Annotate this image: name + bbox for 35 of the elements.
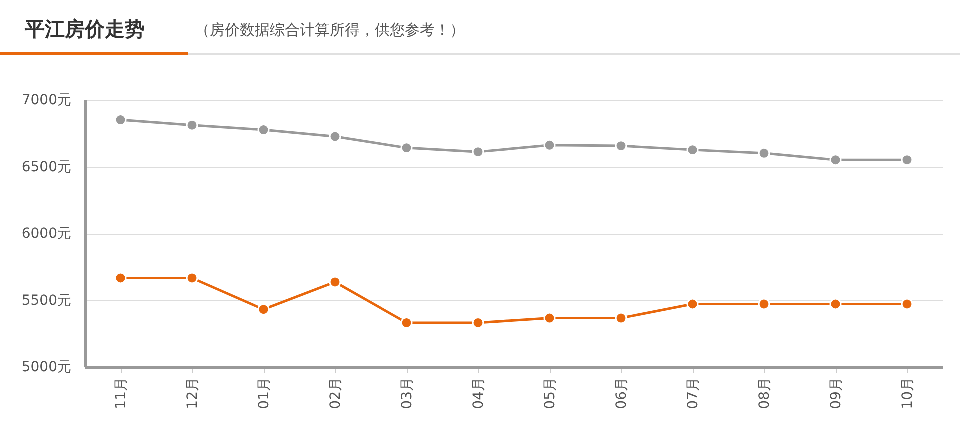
point: [186, 272, 198, 284]
point: [901, 154, 914, 166]
y-tick-label: 5000元: [22, 360, 72, 376]
point: [544, 312, 556, 324]
chart-subtitle: （房价数据综合计算所得，供您参考！）: [195, 21, 465, 39]
x-tick-label: 06月: [614, 378, 630, 410]
point: [114, 272, 127, 284]
point: [258, 304, 270, 316]
point: [830, 298, 842, 310]
point: [329, 276, 342, 288]
x-tick-label: 01月: [256, 378, 272, 410]
x-tick-label: 11月: [113, 378, 130, 410]
x-tick-label: 05月: [542, 378, 558, 410]
x-tick-label: 09月: [828, 378, 844, 410]
y-tick-label: 5500元: [22, 292, 72, 309]
y-tick-label: 7000元: [22, 92, 72, 108]
x-tick-label: 03月: [399, 378, 416, 410]
point: [186, 119, 198, 132]
y-tick-label: 6000元: [22, 226, 72, 242]
x-tick-label: 08月: [756, 378, 773, 410]
point: [686, 298, 699, 310]
point: [901, 298, 914, 310]
x-tick-label: 12月: [184, 378, 201, 410]
point: [544, 139, 556, 152]
x-tick-label: 02月: [328, 378, 344, 410]
point: [758, 147, 770, 160]
chart-title: 平江房价走势: [24, 17, 145, 41]
x-tick-label: 07月: [685, 378, 702, 410]
point: [329, 130, 342, 143]
point: [615, 312, 628, 324]
x-tick-label: 04月: [470, 378, 487, 410]
point: [758, 298, 770, 310]
y-tick-label: 6500元: [22, 159, 72, 176]
point: [830, 154, 842, 166]
x-tick-label: 10月: [900, 378, 916, 410]
